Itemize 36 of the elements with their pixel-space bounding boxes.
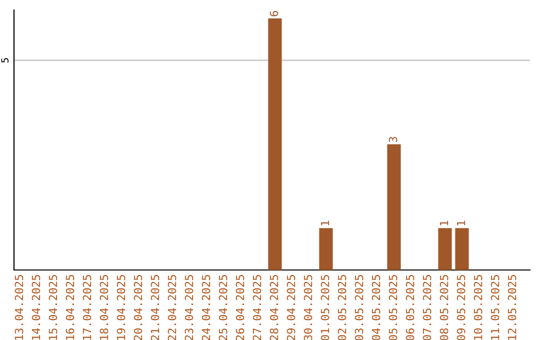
- x-tick-label: 05.05.2025: [388, 275, 398, 340]
- x-tick-label: 17.04.2025: [82, 275, 92, 340]
- x-tick-label: 11.05.2025: [490, 275, 500, 340]
- data-label: 1: [320, 220, 330, 226]
- x-tick-label: 28.04.2025: [270, 275, 278, 340]
- x-tick-label: 25.04.2025: [218, 275, 228, 340]
- x-tick-label: 26.04.2025: [236, 275, 244, 340]
- x-tick-label: 13.04.2025: [14, 275, 24, 340]
- data-label: 1: [440, 220, 448, 226]
- x-tick-label: 10.05.2025: [474, 275, 482, 340]
- x-tick-label: 29.04.2025: [286, 275, 296, 340]
- data-label: 3: [388, 136, 398, 142]
- x-tick-label: 12.05.2025: [508, 275, 516, 340]
- x-tick-label: 27.04.2025: [252, 275, 262, 340]
- x-tick-label: 07.05.2025: [422, 275, 432, 340]
- x-tick-label: 09.05.2025: [456, 275, 466, 340]
- x-tick-label: 20.04.2025: [134, 275, 142, 340]
- x-tick-label: 19.04.2025: [116, 275, 126, 340]
- x-tick-label: 14.04.2025: [32, 275, 40, 340]
- x-tick-label: 03.05.2025: [354, 275, 364, 340]
- x-tick-label: 21.04.2025: [150, 275, 160, 340]
- x-tick-label: 08.05.2025: [440, 275, 448, 340]
- x-tick-label: 02.05.2025: [338, 275, 346, 340]
- data-label: 1: [456, 220, 466, 226]
- x-tick-label: 06.05.2025: [406, 275, 414, 340]
- x-tick-label: 22.04.2025: [168, 275, 176, 340]
- x-tick-label: 15.04.2025: [48, 275, 58, 340]
- x-tick-label: 30.04.2025: [304, 275, 312, 340]
- x-tick-label: 04.05.2025: [372, 275, 380, 340]
- y-tick-label: 5: [1, 58, 9, 63]
- x-tick-label: 24.04.2025: [202, 275, 210, 340]
- x-tick-label: 18.04.2025: [100, 275, 108, 340]
- data-label: 6: [270, 11, 278, 16]
- x-tick-label: 16.04.2025: [66, 275, 74, 340]
- x-tick-label: 23.04.2025: [184, 275, 194, 340]
- x-tick-label: 01.05.2025: [320, 275, 330, 340]
